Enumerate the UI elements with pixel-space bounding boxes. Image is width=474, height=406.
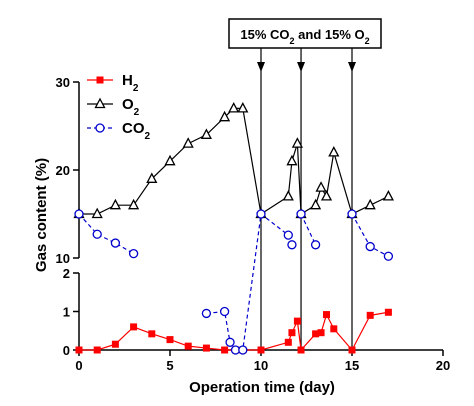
data-point-marker — [347, 209, 357, 219]
data-point-marker — [315, 181, 327, 192]
data-point-marker — [288, 329, 296, 337]
data-point-marker — [228, 102, 240, 113]
data-point-marker — [128, 198, 140, 210]
y-axis-label: Gas content (%) — [33, 158, 50, 272]
data-point-marker — [284, 338, 292, 346]
data-point-marker — [383, 251, 394, 261]
data-point-marker — [91, 207, 103, 219]
data-point-marker — [287, 240, 297, 250]
series-line — [78, 213, 134, 255]
data-point-marker — [201, 308, 212, 319]
series-2 — [74, 209, 394, 355]
data-point-marker — [365, 241, 375, 252]
data-point-marker — [130, 323, 138, 331]
annotation-frame — [228, 18, 382, 49]
data-point-marker — [286, 154, 298, 166]
data-point-marker — [96, 76, 104, 84]
data-point-marker — [293, 317, 301, 325]
data-point-marker — [382, 190, 394, 201]
data-point-marker — [238, 345, 248, 355]
data-point-marker — [110, 238, 121, 248]
legend-label: CO2 — [122, 120, 151, 142]
x-tick-label: 10 — [254, 358, 268, 373]
y-tick-label: 30 — [56, 75, 70, 90]
data-point-marker — [164, 154, 176, 166]
data-point-marker — [92, 229, 102, 239]
data-point-marker — [109, 198, 121, 210]
data-point-marker — [128, 248, 139, 259]
data-point-marker — [297, 346, 305, 354]
data-point-marker — [323, 311, 331, 319]
data-point-marker — [256, 209, 266, 219]
data-point-marker — [146, 172, 158, 183]
series-line — [300, 213, 317, 246]
data-point-marker — [94, 97, 106, 109]
data-point-marker — [166, 336, 174, 344]
data-point-marker — [225, 337, 235, 347]
data-point-marker — [364, 198, 376, 210]
data-point-marker — [317, 329, 325, 337]
data-point-marker — [366, 311, 374, 319]
data-point-marker — [184, 342, 192, 350]
series-line — [206, 212, 293, 351]
y-tick-label: 20 — [56, 163, 70, 178]
data-point-marker — [75, 346, 83, 354]
y-tick-label: 1 — [63, 305, 70, 320]
data-point-marker — [95, 123, 105, 133]
y-tick-label: 2 — [63, 266, 70, 281]
x-tick-label: 20 — [436, 358, 450, 373]
y-tick-label: 10 — [56, 251, 70, 266]
x-tick-label: 15 — [345, 358, 359, 373]
x-axis-label: Operation time (day) — [189, 379, 335, 396]
data-point-marker — [384, 308, 392, 316]
data-point-marker — [182, 137, 194, 148]
data-point-marker — [148, 330, 156, 338]
data-point-marker — [291, 137, 303, 148]
data-point-marker — [283, 230, 293, 240]
annotation-text: 15% CO2 and 15% O2 — [240, 27, 369, 46]
annotation-arrowhead — [257, 62, 265, 72]
data-point-marker — [221, 346, 229, 354]
legend-label: H2 — [122, 72, 139, 94]
x-tick-label: 0 — [75, 358, 82, 373]
annotation-box: 15% CO2 and 15% O2 — [228, 18, 382, 49]
data-point-marker — [320, 190, 333, 201]
data-point-marker — [296, 209, 306, 219]
annotation-arrowhead — [297, 62, 306, 72]
data-point-marker — [111, 340, 119, 348]
x-tick-label: 5 — [166, 358, 173, 373]
annotation-arrows — [257, 48, 356, 350]
data-point-marker — [219, 306, 230, 317]
series-layer — [73, 102, 394, 355]
data-point-marker — [200, 128, 212, 139]
data-point-marker — [310, 198, 322, 210]
y-tick-label: 0 — [63, 343, 70, 358]
data-point-marker — [328, 146, 340, 157]
data-point-marker — [93, 346, 101, 354]
data-point-marker — [348, 346, 356, 354]
data-point-marker — [219, 110, 231, 122]
data-point-marker — [74, 209, 84, 219]
annotation-arrowhead — [348, 62, 356, 72]
data-point-marker — [330, 325, 338, 333]
data-point-marker — [257, 346, 265, 354]
legend-label: O2 — [122, 96, 140, 118]
data-point-marker — [312, 330, 320, 338]
data-point-marker — [202, 344, 210, 352]
data-point-marker — [282, 190, 294, 201]
data-point-marker — [310, 240, 321, 250]
data-point-marker — [237, 102, 249, 113]
